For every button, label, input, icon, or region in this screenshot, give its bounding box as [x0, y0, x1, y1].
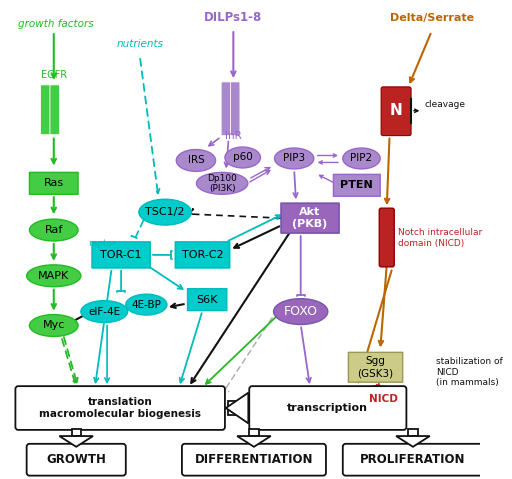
Text: TSC1/2: TSC1/2 [145, 207, 185, 217]
Text: FOXO: FOXO [284, 305, 318, 318]
Text: Delta/Serrate: Delta/Serrate [390, 13, 474, 23]
FancyBboxPatch shape [249, 386, 407, 430]
FancyBboxPatch shape [15, 386, 225, 430]
Text: EGFR: EGFR [41, 70, 67, 80]
Ellipse shape [30, 219, 78, 241]
Text: PIP2: PIP2 [350, 153, 373, 163]
FancyBboxPatch shape [30, 172, 78, 194]
Text: translation
macromolecular biogenesis: translation macromolecular biogenesis [39, 397, 201, 419]
Text: NICD: NICD [369, 394, 397, 404]
Ellipse shape [197, 172, 248, 194]
Polygon shape [237, 436, 271, 447]
Polygon shape [226, 393, 248, 423]
Ellipse shape [343, 148, 380, 169]
Text: InR: InR [225, 131, 242, 141]
Ellipse shape [27, 265, 81, 287]
Text: PIP3: PIP3 [283, 153, 305, 163]
Text: nutrients: nutrients [116, 39, 163, 49]
Ellipse shape [126, 294, 167, 315]
FancyBboxPatch shape [228, 401, 248, 415]
FancyBboxPatch shape [221, 82, 230, 136]
Text: Myc: Myc [42, 320, 65, 331]
FancyBboxPatch shape [408, 429, 418, 436]
Text: Raf: Raf [45, 225, 63, 235]
Text: PROLIFERATION: PROLIFERATION [360, 453, 466, 466]
FancyBboxPatch shape [281, 203, 339, 233]
Text: Akt
(PKB): Akt (PKB) [292, 207, 328, 229]
FancyBboxPatch shape [343, 444, 483, 476]
Text: IRS: IRS [187, 156, 204, 165]
Text: S6K: S6K [197, 295, 218, 305]
FancyBboxPatch shape [92, 242, 150, 268]
FancyBboxPatch shape [333, 174, 380, 196]
FancyBboxPatch shape [373, 386, 386, 396]
Text: TOR-C1: TOR-C1 [100, 250, 142, 260]
FancyBboxPatch shape [50, 85, 59, 135]
FancyBboxPatch shape [249, 429, 259, 436]
Text: eIF-4E: eIF-4E [88, 307, 120, 317]
FancyBboxPatch shape [379, 208, 394, 267]
Text: TOR-C2: TOR-C2 [182, 250, 223, 260]
Ellipse shape [273, 298, 328, 324]
Text: cleavage: cleavage [424, 100, 465, 109]
Text: Notch intracellular
domain (NICD): Notch intracellular domain (NICD) [398, 228, 482, 248]
Ellipse shape [176, 149, 216, 171]
FancyBboxPatch shape [187, 289, 227, 310]
Text: PTEN: PTEN [340, 180, 373, 190]
Text: growth factors: growth factors [18, 19, 94, 29]
FancyBboxPatch shape [175, 242, 229, 268]
Ellipse shape [225, 147, 261, 168]
Ellipse shape [139, 199, 191, 225]
Text: raptor: raptor [89, 240, 116, 249]
Polygon shape [396, 436, 430, 447]
Ellipse shape [81, 301, 127, 322]
Polygon shape [59, 436, 93, 447]
Text: transcription: transcription [287, 403, 368, 413]
Text: N: N [390, 103, 402, 118]
FancyBboxPatch shape [182, 444, 326, 476]
Text: Sgg
(GSK3): Sgg (GSK3) [357, 356, 394, 378]
Text: DIFFERENTIATION: DIFFERENTIATION [195, 453, 313, 466]
Text: stabilization of
NICD
(in mammals): stabilization of NICD (in mammals) [436, 357, 503, 387]
Text: p60: p60 [233, 152, 252, 162]
FancyBboxPatch shape [40, 85, 50, 135]
Text: MAPK: MAPK [38, 271, 70, 281]
Text: Dp100
(PI3K): Dp100 (PI3K) [207, 173, 237, 193]
Ellipse shape [274, 148, 314, 169]
FancyBboxPatch shape [27, 444, 126, 476]
Text: 4E-BP: 4E-BP [132, 300, 161, 309]
Text: Ras: Ras [44, 178, 64, 188]
FancyBboxPatch shape [230, 82, 240, 136]
Text: DILPs1-8: DILPs1-8 [204, 11, 263, 24]
FancyBboxPatch shape [381, 87, 411, 136]
FancyBboxPatch shape [348, 353, 402, 382]
FancyBboxPatch shape [72, 429, 81, 436]
Ellipse shape [30, 315, 78, 336]
Text: GROWTH: GROWTH [46, 453, 106, 466]
